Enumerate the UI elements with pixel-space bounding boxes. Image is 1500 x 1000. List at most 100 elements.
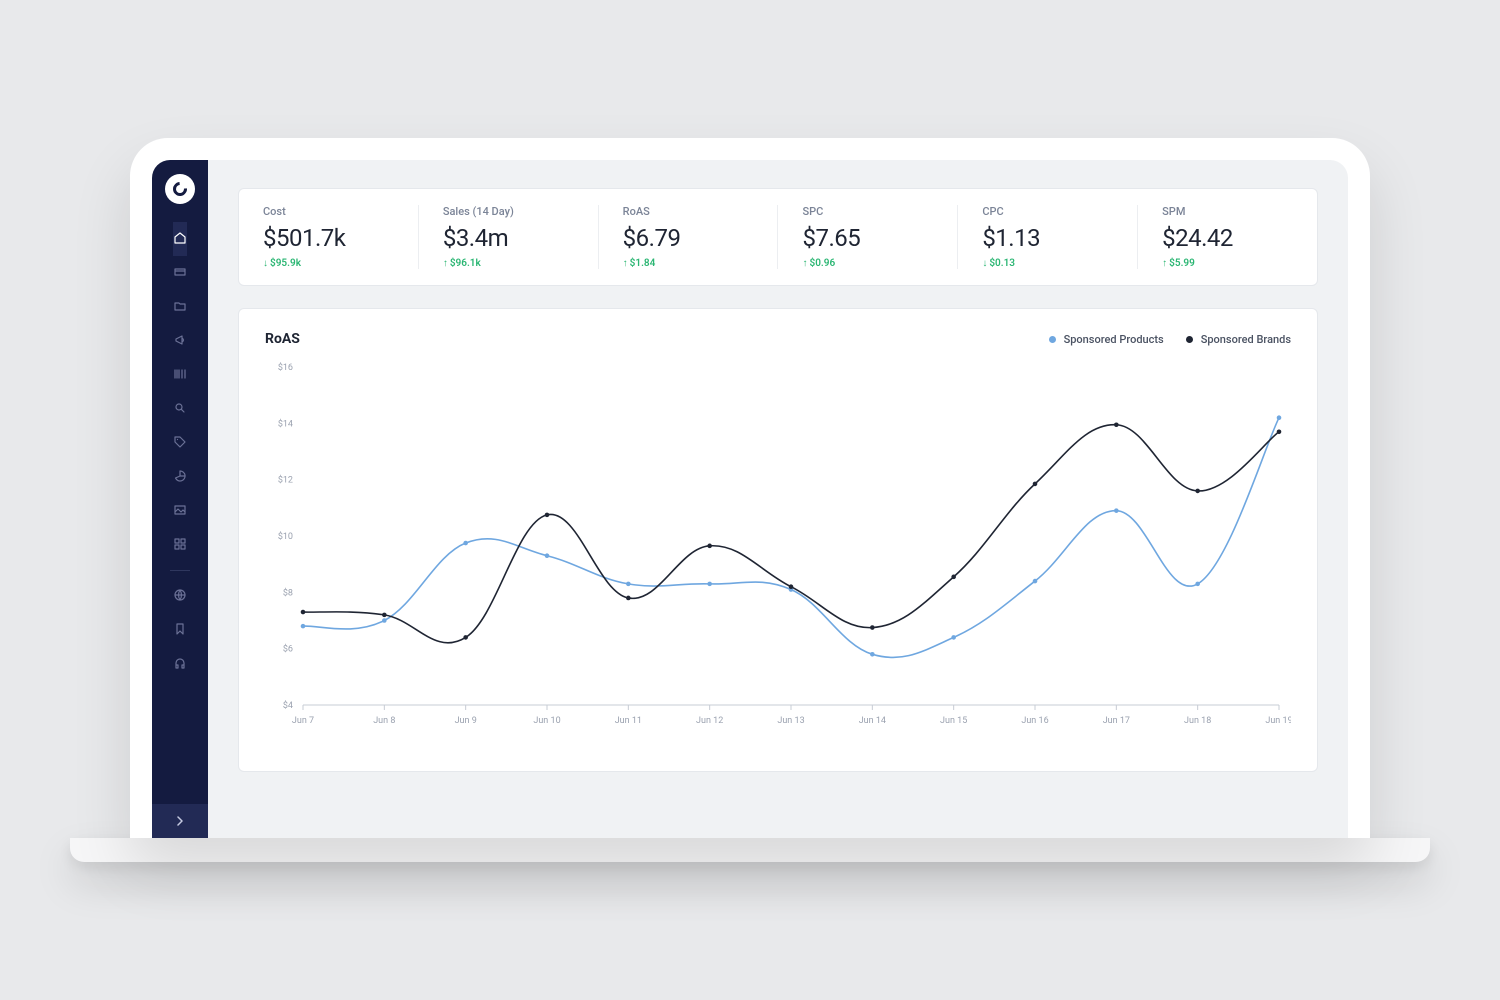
series-marker (545, 513, 550, 518)
x-tick-label: Jun 10 (533, 716, 560, 726)
metric-value: $24.42 (1162, 224, 1293, 252)
main-content: Cost $501.7k ↓$95.9k Sales (14 Day) $3.4… (208, 160, 1348, 838)
sidebar (152, 160, 208, 838)
metric-spm[interactable]: SPM $24.42 ↑$5.99 (1138, 205, 1317, 269)
metric-label: SPM (1162, 205, 1293, 218)
metric-label: RoAS (623, 205, 754, 218)
logo[interactable] (165, 174, 195, 204)
card-icon (173, 264, 187, 283)
metric-delta: ↓$95.9k (263, 258, 394, 269)
metric-delta: ↑$5.99 (1162, 258, 1293, 269)
x-tick-label: Jun 17 (1103, 716, 1130, 726)
series-marker (707, 544, 712, 549)
x-tick-label: Jun 14 (859, 716, 886, 726)
folder-icon (173, 298, 187, 317)
legend-item[interactable]: Sponsored Brands (1186, 333, 1291, 346)
series-marker (545, 553, 550, 558)
metrics-card: Cost $501.7k ↓$95.9k Sales (14 Day) $3.4… (238, 188, 1318, 286)
metric-cost[interactable]: Cost $501.7k ↓$95.9k (239, 205, 419, 269)
metric-delta: ↑$1.84 (623, 258, 754, 269)
series-marker (951, 635, 956, 640)
series-line (303, 418, 1279, 658)
metric-spc[interactable]: SPC $7.65 ↑$0.96 (778, 205, 958, 269)
x-tick-label: Jun 15 (940, 716, 967, 726)
series-marker (1277, 415, 1282, 420)
series-marker (1033, 482, 1038, 487)
series-marker (1033, 579, 1038, 584)
legend-dot (1186, 336, 1193, 343)
series-marker (870, 625, 875, 630)
x-tick-label: Jun 12 (696, 716, 723, 726)
home-icon (173, 230, 187, 249)
chart-title: RoAS (265, 331, 300, 347)
sidebar-item-card[interactable] (173, 256, 187, 290)
y-tick-label: $14 (278, 418, 293, 429)
legend-item[interactable]: Sponsored Products (1049, 333, 1164, 346)
metric-label: SPC (802, 205, 933, 218)
metric-value: $1.13 (982, 224, 1113, 252)
series-marker (870, 652, 875, 657)
metric-cpc[interactable]: CPC $1.13 ↓$0.13 (958, 205, 1138, 269)
image-icon (173, 502, 187, 521)
laptop-frame: Cost $501.7k ↓$95.9k Sales (14 Day) $3.4… (130, 138, 1370, 838)
sidebar-item-pie[interactable] (173, 460, 187, 494)
x-tick-label: Jun 13 (777, 716, 804, 726)
tag-icon (173, 434, 187, 453)
roas-line-chart: $4$6$8$10$12$14$16Jun 7Jun 8Jun 9Jun 10J… (265, 359, 1291, 739)
megaphone-icon (173, 332, 187, 351)
x-tick-label: Jun 11 (615, 716, 642, 726)
sidebar-item-search[interactable] (173, 392, 187, 426)
y-tick-label: $12 (278, 475, 293, 486)
x-tick-label: Jun 8 (373, 716, 395, 726)
series-marker (463, 635, 468, 640)
metric-delta: ↑$96.1k (443, 258, 574, 269)
barcode-icon (173, 366, 187, 385)
metric-value: $7.65 (802, 224, 933, 252)
expand-sidebar-button[interactable] (152, 804, 208, 838)
metric-value: $3.4m (443, 224, 574, 252)
search-icon (173, 400, 187, 419)
sidebar-item-bookmark[interactable] (173, 613, 187, 647)
globe-icon (173, 587, 187, 606)
metric-value: $6.79 (623, 224, 754, 252)
nav-divider (170, 570, 190, 571)
x-tick-label: Jun 7 (292, 716, 314, 726)
metric-delta: ↑$0.96 (802, 258, 933, 269)
metric-value: $501.7k (263, 224, 394, 252)
metric-label: Sales (14 Day) (443, 205, 574, 218)
y-tick-label: $6 (283, 644, 293, 655)
screen: Cost $501.7k ↓$95.9k Sales (14 Day) $3.4… (152, 160, 1348, 838)
metric-sales-14-day-[interactable]: Sales (14 Day) $3.4m ↑$96.1k (419, 205, 599, 269)
sidebar-item-grid[interactable] (173, 528, 187, 562)
sidebar-item-home[interactable] (173, 222, 187, 256)
sidebar-item-headphones[interactable] (173, 647, 187, 681)
chart-legend: Sponsored Products Sponsored Brands (1049, 333, 1291, 346)
series-marker (1114, 422, 1119, 427)
series-line (303, 425, 1279, 643)
legend-label: Sponsored Products (1064, 333, 1164, 346)
chart-card: RoAS Sponsored ProductsSponsored Brands … (238, 308, 1318, 772)
pie-icon (173, 468, 187, 487)
sidebar-item-globe[interactable] (173, 579, 187, 613)
sidebar-item-barcode[interactable] (173, 358, 187, 392)
series-marker (301, 610, 306, 615)
series-marker (626, 596, 631, 601)
series-marker (707, 582, 712, 587)
sidebar-item-megaphone[interactable] (173, 324, 187, 358)
series-marker (951, 575, 956, 580)
series-marker (1195, 489, 1200, 494)
sidebar-item-image[interactable] (173, 494, 187, 528)
legend-label: Sponsored Brands (1201, 333, 1291, 346)
y-tick-label: $8 (283, 587, 293, 598)
y-tick-label: $10 (278, 531, 293, 542)
bookmark-icon (173, 621, 187, 640)
sidebar-item-folder[interactable] (173, 290, 187, 324)
series-marker (1195, 582, 1200, 587)
metric-roas[interactable]: RoAS $6.79 ↑$1.84 (599, 205, 779, 269)
metric-delta: ↓$0.13 (982, 258, 1113, 269)
series-marker (382, 613, 387, 618)
series-marker (789, 584, 794, 589)
series-marker (463, 541, 468, 546)
x-tick-label: Jun 19 (1265, 716, 1291, 726)
sidebar-item-tag[interactable] (173, 426, 187, 460)
